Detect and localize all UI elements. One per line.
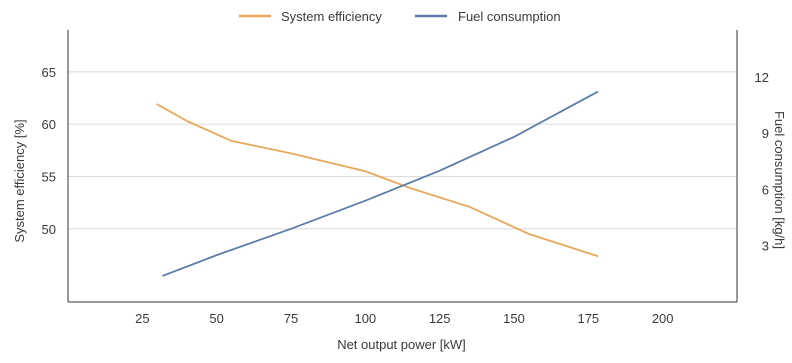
series-line-fuel-consumption [162, 91, 599, 277]
x-axis-title: Net output power [kW] [337, 337, 466, 352]
y-left-tick-label: 65 [42, 65, 56, 80]
y-right-tick-label: 6 [762, 182, 769, 197]
legend-label-system-efficiency: System efficiency [281, 9, 382, 24]
y-axis-right-title: Fuel consumption [kg/h] [772, 111, 787, 249]
x-tick-label: 75 [284, 311, 298, 326]
series-line-system-efficiency [156, 103, 599, 257]
x-tick-label: 125 [429, 311, 451, 326]
x-tick-label: 100 [354, 311, 376, 326]
x-tick-label: 175 [577, 311, 599, 326]
grid-layer [68, 71, 737, 230]
x-tick-label: 50 [209, 311, 223, 326]
labels-layer: 25 50 75 100 125 150 175 200 50 55 60 65 3 6 9 12 Net ou… [12, 65, 787, 352]
y-right-tick-label: 9 [762, 126, 769, 141]
y-left-tick-label: 55 [42, 169, 56, 184]
x-tick-label: 200 [652, 311, 674, 326]
y-right-tick-label: 12 [755, 70, 769, 85]
y-axis-left-title: System efficiency [%] [12, 119, 27, 242]
x-tick-label: 25 [135, 311, 149, 326]
x-tick-label: 150 [503, 311, 525, 326]
y-right-tick-label: 3 [762, 239, 769, 254]
legend: System efficiency Fuel consumption [239, 9, 561, 24]
legend-label-fuel-consumption: Fuel consumption [458, 9, 561, 24]
series-layer [156, 91, 599, 277]
y-left-tick-label: 50 [42, 222, 56, 237]
y-left-tick-label: 60 [42, 117, 56, 132]
axes-layer [67, 30, 738, 303]
